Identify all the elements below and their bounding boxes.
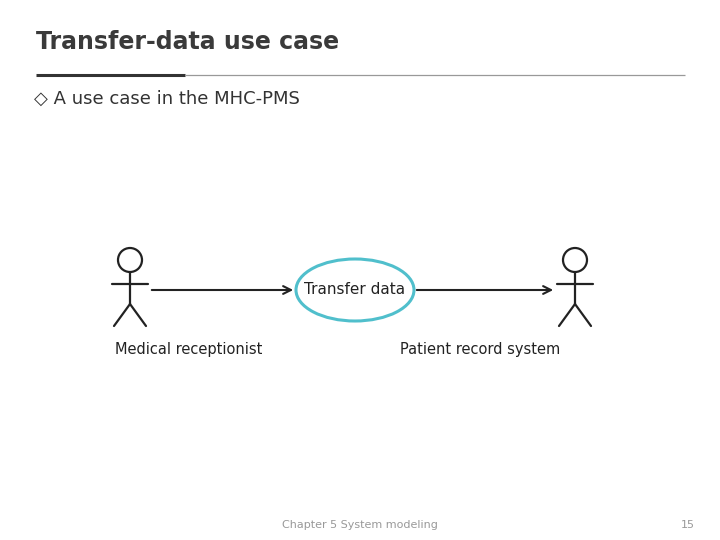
Text: Medical receptionist: Medical receptionist xyxy=(115,342,262,357)
Text: Patient record system: Patient record system xyxy=(400,342,560,357)
Text: Transfer-data use case: Transfer-data use case xyxy=(36,30,339,54)
Text: ◇ A use case in the MHC-PMS: ◇ A use case in the MHC-PMS xyxy=(34,90,300,108)
Text: Chapter 5 System modeling: Chapter 5 System modeling xyxy=(282,520,438,530)
Text: Transfer data: Transfer data xyxy=(305,282,405,298)
Text: 15: 15 xyxy=(681,520,695,530)
